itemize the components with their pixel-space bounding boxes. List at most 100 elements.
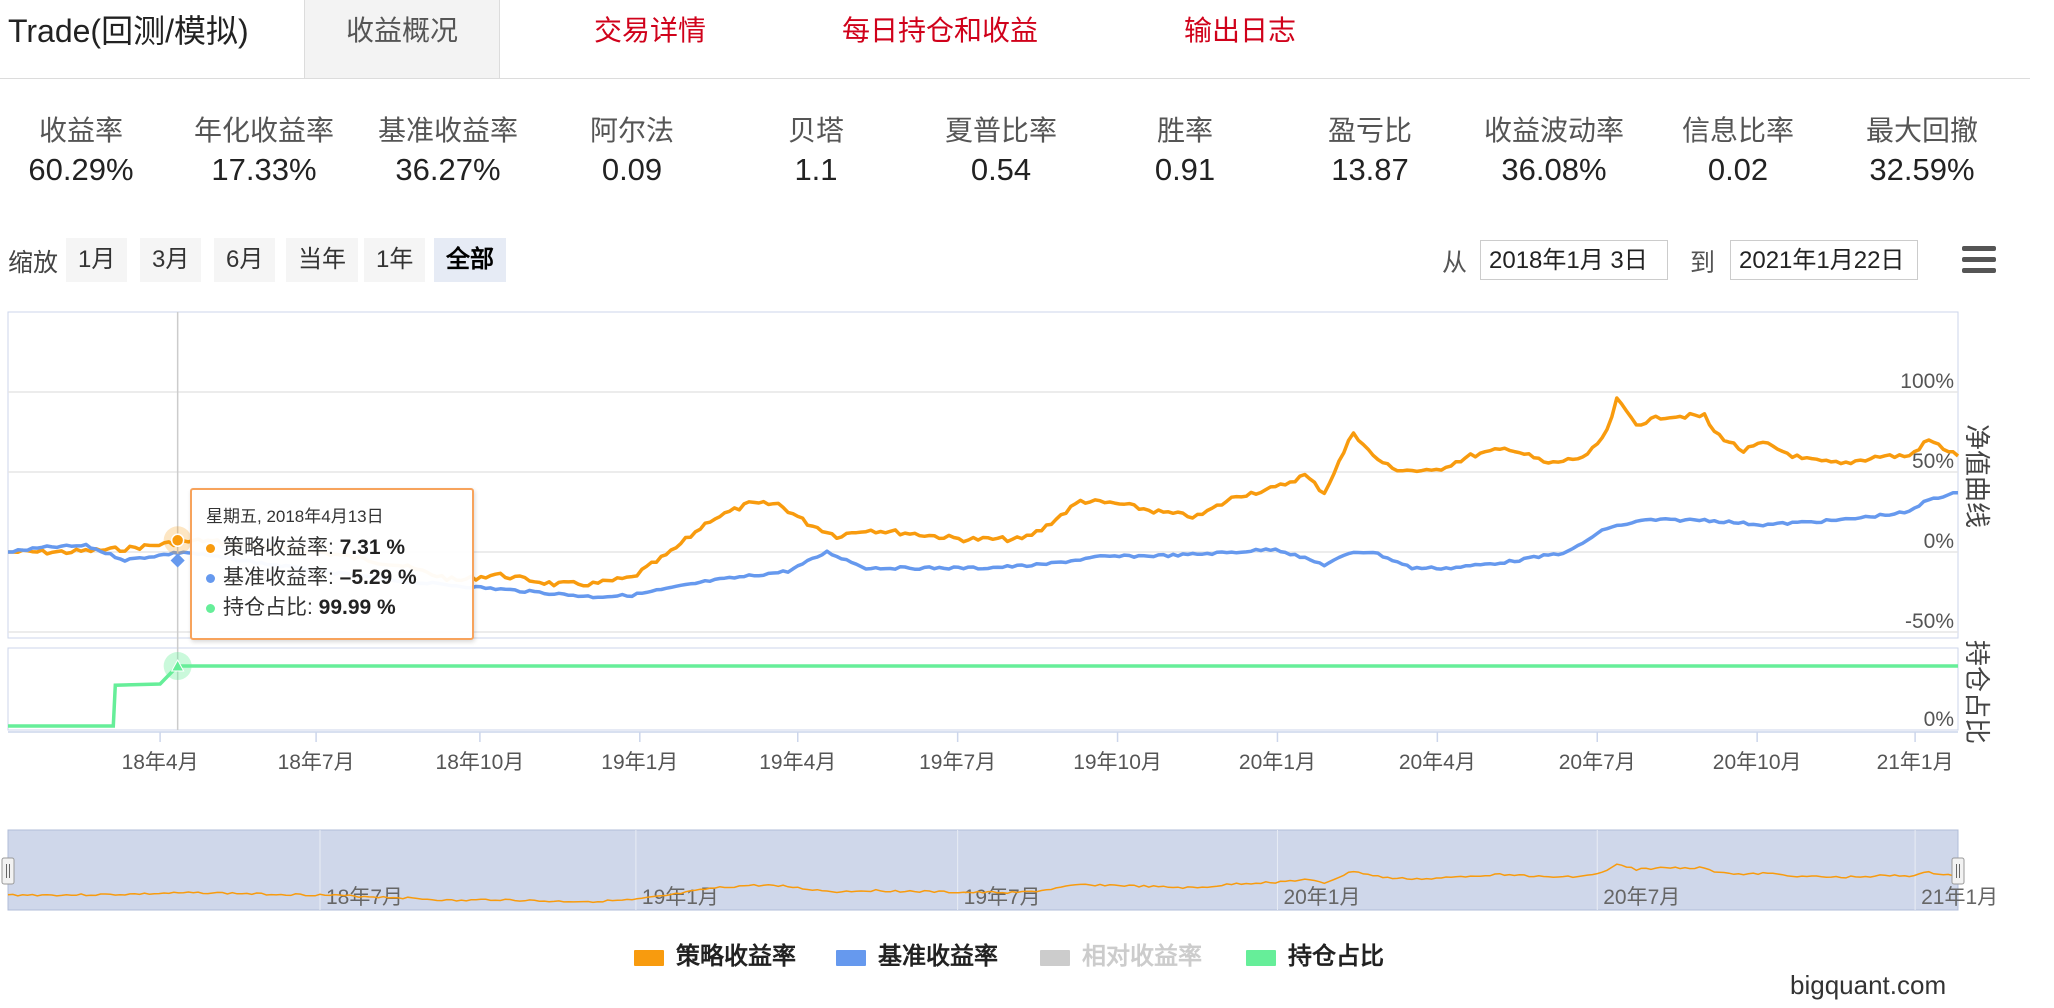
metric-volatility: 收益波动率 36.08% [1461, 112, 1647, 190]
x-tick-label: 19年4月 [759, 751, 836, 774]
tooltip-value: 99.99 % [318, 596, 396, 619]
navigator-tick-label: 18年7月 [326, 886, 403, 909]
x-tick-label: 19年10月 [1073, 751, 1162, 774]
metric-return: 收益率 60.29% [0, 112, 174, 190]
tooltip-row-benchmark: 基准收益率: –5.29 % [206, 563, 458, 593]
zoom-ytd-button[interactable]: 当年 [286, 238, 358, 282]
zoom-1y-button[interactable]: 1年 [364, 238, 426, 282]
legend-label: 相对收益率 [1082, 943, 1202, 970]
range-to-label: 到 [1690, 249, 1716, 277]
metric-label: 盈亏比 [1327, 115, 1412, 146]
y-tick-label: 0% [1924, 708, 1954, 731]
zoom-1m-button[interactable]: 1月 [66, 238, 128, 282]
metric-label: 夏普比率 [944, 115, 1057, 146]
metric-label: 收益率 [38, 115, 123, 146]
hover-marker-position [170, 658, 185, 672]
metric-win-rate: 胜率 0.91 [1092, 112, 1278, 190]
metric-value: 36.08% [1501, 152, 1607, 187]
metric-label: 最大回撤 [1865, 115, 1978, 146]
hover-marker-benchmark [170, 553, 185, 568]
tooltip-row-strategy: 策略收益率: 7.31 % [206, 533, 458, 563]
metric-value: 1.1 [794, 152, 838, 187]
metric-label: 胜率 [1156, 115, 1213, 146]
zoom-label: 缩放 [8, 249, 59, 277]
range-from-input[interactable]: 2018年1月 3日 [1480, 240, 1668, 280]
range-from-label: 从 [1442, 249, 1468, 277]
legend-label: 持仓占比 [1288, 943, 1384, 970]
legend-relative[interactable]: 相对收益率 [1040, 940, 1202, 974]
x-tick-label: 19年7月 [919, 751, 996, 774]
x-tick-label: 20年4月 [1399, 751, 1476, 774]
metric-sharpe: 夏普比率 0.54 [908, 112, 1094, 190]
zoom-3m-button[interactable]: 3月 [140, 238, 202, 282]
top-tab-bar: Trade(回测/模拟) 收益概况 交易详情 每日持仓和收益 输出日志 [0, 0, 2030, 79]
tooltip-value: –5.29 % [339, 566, 417, 589]
navigator-left-handle[interactable] [1, 857, 15, 885]
orange-dot-icon [206, 543, 215, 553]
navigator-tick-label: 20年7月 [1603, 886, 1680, 909]
panel-title-position: 持仓占比 [1962, 640, 1992, 744]
metric-label: 信息比率 [1681, 115, 1794, 146]
tab-daily-positions[interactable]: 每日持仓和收益 [841, 15, 1038, 46]
legend-swatch [1246, 949, 1276, 966]
tab-summary[interactable]: 收益概况 [304, 0, 500, 78]
tooltip-date: 星期五, 2018年4月13日 [206, 507, 384, 526]
metric-value: 13.87 [1331, 152, 1409, 187]
metric-label: 贝塔 [787, 115, 844, 146]
y-tick-label: 50% [1912, 450, 1954, 473]
y-tick-label: 0% [1924, 530, 1954, 553]
metric-label: 阿尔法 [589, 115, 674, 146]
x-tick-label: 19年1月 [601, 751, 678, 774]
navigator-tick-label: 19年7月 [964, 886, 1041, 909]
tooltip-value: 7.31 % [339, 536, 406, 559]
metric-value: 0.02 [1707, 152, 1769, 187]
tooltip-label: 持仓占比 [223, 596, 307, 619]
tooltip-label: 基准收益率 [223, 566, 328, 589]
zoom-6m-button[interactable]: 6月 [214, 238, 276, 282]
legend-position[interactable]: 持仓占比 [1246, 940, 1384, 974]
metric-label: 收益波动率 [1483, 115, 1624, 146]
series-line-position [8, 664, 1958, 728]
blue-dot-icon [206, 573, 215, 583]
legend-swatch [836, 949, 866, 966]
metric-value: 0.09 [601, 152, 663, 187]
metric-information-ratio: 信息比率 0.02 [1645, 112, 1831, 190]
x-tick-label: 18年7月 [278, 751, 355, 774]
range-to-input[interactable]: 2021年1月22日 [1730, 240, 1918, 280]
metric-alpha: 阿尔法 0.09 [539, 112, 725, 190]
x-tick-label: 18年4月 [122, 751, 199, 774]
metric-label: 基准收益率 [377, 115, 518, 146]
watermark: bigquant.com [1790, 970, 1947, 1000]
x-tick-label: 20年1月 [1239, 751, 1316, 774]
metric-value: 60.29% [28, 152, 134, 187]
tooltip-row-position: 持仓占比: 99.99 % [206, 593, 458, 623]
legend-label: 基准收益率 [878, 943, 998, 970]
legend-strategy[interactable]: 策略收益率 [634, 940, 796, 974]
x-tick-label: 18年10月 [436, 751, 525, 774]
y-tick-label: -50% [1905, 610, 1954, 633]
metric-value: 0.54 [970, 152, 1032, 187]
main-panel-frame [7, 311, 1959, 639]
tab-output-log[interactable]: 输出日志 [1183, 15, 1296, 46]
legend-benchmark[interactable]: 基准收益率 [836, 940, 998, 974]
x-tick-label: 20年10月 [1713, 751, 1802, 774]
metric-max-drawdown: 最大回撤 32.59% [1829, 112, 2015, 190]
x-tick-label: 21年1月 [1877, 751, 1954, 774]
hamburger-menu-icon[interactable] [1962, 246, 1996, 274]
metric-annual-return: 年化收益率 17.33% [171, 112, 357, 190]
zoom-all-button[interactable]: 全部 [434, 238, 506, 282]
app-title: Trade(回测/模拟) [8, 13, 249, 49]
metric-beta: 贝塔 1.1 [723, 112, 909, 190]
x-tick-label: 20年7月 [1559, 751, 1636, 774]
tab-trade-details[interactable]: 交易详情 [593, 15, 706, 46]
legend-swatch [634, 949, 664, 966]
panel-title-equity: 净值曲线 [1962, 424, 1992, 528]
metric-value: 32.59% [1869, 152, 1975, 187]
navigator-right-handle[interactable] [1951, 857, 1965, 885]
legend-swatch [1040, 949, 1070, 966]
metric-label: 年化收益率 [193, 115, 334, 146]
legend-label: 策略收益率 [676, 943, 796, 970]
chart-tooltip: 星期五, 2018年4月13日 策略收益率: 7.31 % 基准收益率: –5.… [190, 488, 474, 640]
hover-marker-strategy [170, 533, 185, 548]
